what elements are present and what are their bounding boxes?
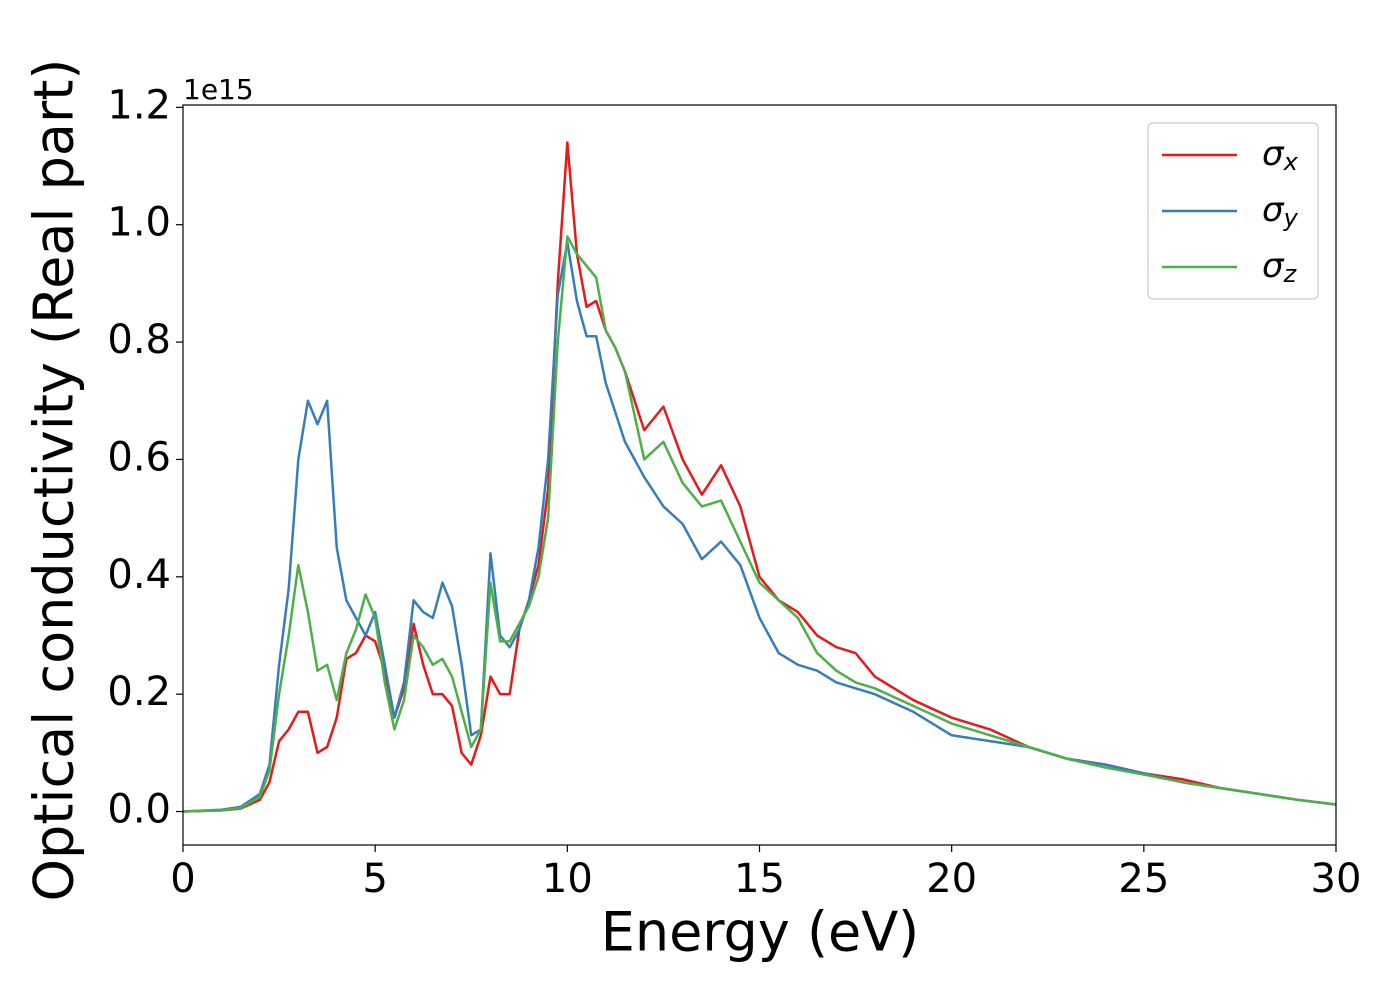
- legend-label: σy: [1262, 190, 1299, 233]
- data-line: [182, 141, 1337, 813]
- y-tick-label: 0.0: [107, 787, 171, 833]
- x-tick-label: 20: [926, 856, 977, 902]
- data-line: [182, 235, 1337, 813]
- legend-label: σx: [1262, 134, 1299, 177]
- x-tick-label: 30: [1311, 856, 1362, 902]
- x-tick-label: 5: [362, 856, 387, 902]
- x-tick-label: 15: [734, 856, 785, 902]
- y-tick-label: 0.8: [107, 317, 171, 363]
- x-tick-label: 0: [170, 856, 195, 902]
- legend-label: σz: [1262, 246, 1298, 289]
- y-tick-label: 0.6: [107, 434, 171, 480]
- y-tick-label: 0.2: [107, 669, 171, 715]
- y-tick-label: 1.2: [107, 82, 171, 128]
- x-axis-label: Energy (eV): [601, 901, 920, 964]
- y-tick-label: 0.4: [107, 552, 171, 598]
- plot-frame: [182, 104, 1337, 846]
- y-tick-label: 1.0: [107, 200, 171, 246]
- x-tick-label: 10: [542, 856, 593, 902]
- x-tick-label: 25: [1118, 856, 1169, 902]
- y-offset-label: 1e15: [183, 73, 254, 106]
- data-line: [182, 241, 1337, 813]
- y-axis-label: Optical conductivity (Real part): [23, 59, 86, 902]
